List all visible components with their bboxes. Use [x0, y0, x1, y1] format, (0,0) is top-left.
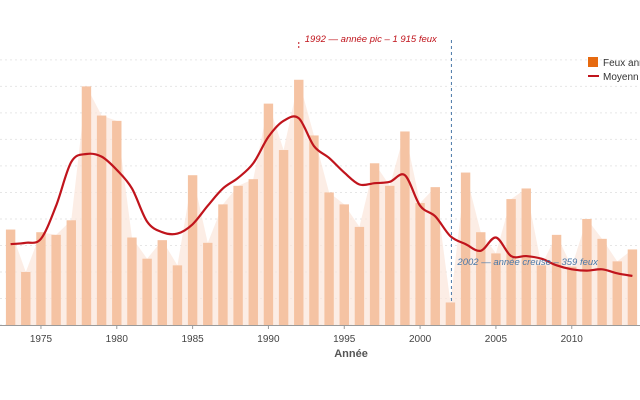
low-annotation: 2002 — année creuse – 359 feux — [456, 257, 599, 268]
x-tick-label-1975: 1975 — [30, 334, 53, 345]
bar-2004 — [476, 232, 486, 325]
average-line — [10, 115, 633, 278]
x-axis-title: Année — [334, 348, 368, 360]
legend-bar-label: Feux ann — [603, 58, 640, 69]
x-axis: 1975 1980 1985 1990 1995 2000 2005 2010 Année — [0, 325, 640, 360]
legend: Feux ann Moyenn — [588, 57, 640, 83]
bar-2008 — [536, 265, 547, 325]
moving-average-line — [10, 115, 633, 278]
x-tick-label-1985: 1985 — [181, 334, 204, 345]
x-tick-label-1980: 1980 — [106, 334, 129, 345]
bar-1985 — [187, 175, 198, 325]
bar-1973 — [5, 229, 16, 325]
bar-1986 — [203, 242, 213, 325]
bar-2002 — [445, 302, 456, 325]
x-tick-label-1995: 1995 — [333, 334, 356, 345]
bar-1979 — [96, 115, 107, 325]
bar-2009 — [551, 234, 562, 325]
x-tick-label-2000: 2000 — [409, 334, 432, 345]
bar-1984 — [172, 265, 183, 325]
bar-1977 — [66, 220, 76, 325]
bar-1981 — [127, 237, 137, 325]
legend-line-label: Moyenn — [603, 72, 639, 83]
bar-1992 — [294, 79, 304, 325]
bar-1991 — [278, 150, 289, 325]
bar-1980 — [112, 120, 122, 325]
bar-2003 — [460, 172, 471, 325]
bar-1994 — [324, 192, 334, 325]
bar-1989 — [248, 179, 258, 325]
annotation-guides: 1992 — année pic – 1 915 feux 2002 — anné… — [298, 34, 599, 303]
bar-1983 — [157, 240, 167, 325]
bar-1997 — [369, 163, 380, 325]
bar-1975 — [36, 232, 46, 325]
bar-1978 — [81, 86, 92, 325]
peak-annotation: 1992 — année pic – 1 915 feux — [305, 34, 438, 45]
bar-2001 — [430, 187, 440, 325]
bar-1993 — [309, 135, 319, 325]
bar-1990 — [263, 103, 274, 326]
legend-bar-swatch — [588, 57, 598, 67]
bar-2006 — [506, 199, 516, 325]
bar-1998 — [385, 185, 395, 325]
bar-2000 — [415, 203, 425, 325]
bar-1987 — [218, 204, 228, 325]
bar-2011 — [582, 218, 592, 325]
bar-2005 — [491, 253, 501, 325]
bar-1996 — [354, 226, 365, 325]
x-tick-label-2010: 2010 — [561, 334, 584, 345]
bar-2013 — [612, 261, 622, 325]
bar-2014 — [627, 249, 638, 325]
x-tick-label-1990: 1990 — [257, 334, 280, 345]
bar-1974 — [21, 271, 31, 325]
bars-group — [5, 79, 638, 326]
bar-1999 — [400, 131, 410, 325]
x-tick-label-2005: 2005 — [485, 334, 508, 345]
bar-2010 — [567, 266, 577, 325]
bar-2012 — [597, 238, 607, 325]
bar-1982 — [142, 258, 152, 325]
bar-1988 — [233, 185, 243, 325]
bar-1976 — [51, 234, 61, 325]
bar-1995 — [339, 204, 349, 325]
